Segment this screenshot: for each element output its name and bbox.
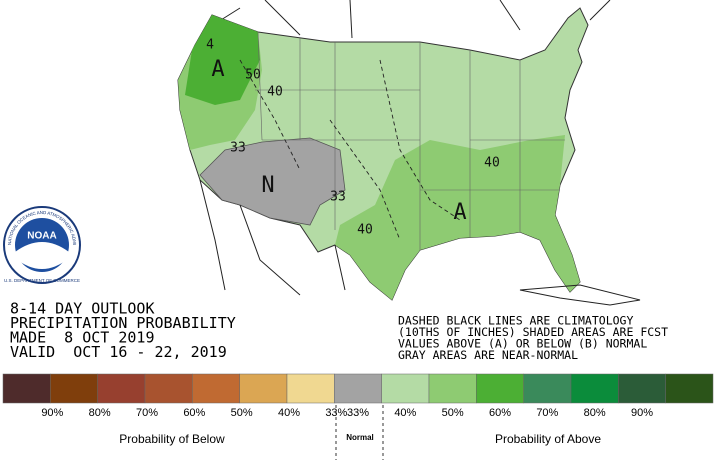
legend-normal: Normal <box>346 433 374 442</box>
legend-swatch <box>2 373 51 404</box>
map-label: 40 <box>484 156 500 171</box>
legend-label: 33% <box>347 407 369 419</box>
legend-swatch <box>523 373 572 404</box>
legend-label: 70% <box>536 407 558 419</box>
legend-swatch <box>286 373 335 404</box>
map-label: A <box>453 200 466 225</box>
near-normal <box>199 137 346 226</box>
legend-label: 70% <box>136 407 158 419</box>
legend-label: 40% <box>394 407 416 419</box>
title-line: PRECIPITATION PROBABILITY <box>10 314 236 332</box>
title-line: 8-14 DAY OUTLOOK <box>10 300 155 318</box>
map-labels: A 50 40 4 33 N 33 40 40 A <box>206 38 500 238</box>
mexico <box>199 179 346 296</box>
legend-label: 90% <box>631 407 653 419</box>
title-line: MADE 8 OCT 2019 <box>10 329 155 347</box>
title-line: VALID OCT 16 - 22, 2019 <box>10 343 227 361</box>
legend-swatch <box>239 373 288 404</box>
legend-label: 40% <box>278 407 300 419</box>
map-label: 40 <box>267 85 283 100</box>
map-label: 50 <box>245 68 261 83</box>
map-label: N <box>261 173 274 198</box>
notes-block: DASHED BLACK LINES ARE CLIMATOLOGY(10THS… <box>398 314 668 363</box>
logo-text: NOAA <box>27 231 56 242</box>
legend-swatch <box>665 373 714 404</box>
map-label: 33 <box>330 190 346 205</box>
legend-swatch <box>570 373 619 404</box>
climatology-lines <box>239 59 461 241</box>
legend-label: 50% <box>231 407 253 419</box>
legend-swatch <box>50 373 98 404</box>
canada-border <box>204 0 611 39</box>
legend-label: 60% <box>183 407 205 419</box>
note-line: VALUES ABOVE (A) OR BELOW (B) NORMAL <box>398 337 647 351</box>
nw-wetter <box>185 15 260 105</box>
map-label: 4 <box>206 38 214 53</box>
legend-label: 60% <box>489 407 511 419</box>
state-lines <box>255 31 565 250</box>
legend-swatch <box>618 373 666 404</box>
map-label: 40 <box>357 223 373 238</box>
legend-above: Probability of Above <box>495 432 601 446</box>
map-label: A <box>211 57 224 82</box>
note-line: (10THS OF INCHES) SHADED AREAS ARE FCST <box>398 325 668 339</box>
legend-swatch <box>428 373 477 404</box>
legend-swatch <box>476 373 524 404</box>
cuba <box>519 284 641 306</box>
noaa-logo: NOAA NATIONAL OCEANIC AND ATMOSPHERIC AD… <box>0 0 81 284</box>
legend-swatch <box>334 373 382 404</box>
se-wet <box>335 135 580 300</box>
map-label: 33 <box>230 141 246 156</box>
legend-label: 80% <box>89 407 111 419</box>
legend-below: Probability of Below <box>119 432 225 446</box>
legend-label: 50% <box>442 407 464 419</box>
legend-swatch <box>97 373 146 404</box>
legend-label: 80% <box>584 407 606 419</box>
logo-dept: U.S. DEPARTMENT OF COMMERCE <box>4 278 80 283</box>
map <box>177 0 641 306</box>
legend-swatch <box>192 373 240 404</box>
note-line: GRAY AREAS ARE NEAR-NORMAL <box>398 348 578 362</box>
legend-swatch <box>144 373 193 404</box>
note-line: DASHED BLACK LINES ARE CLIMATOLOGY <box>398 314 633 328</box>
legend-label: 90% <box>41 407 63 419</box>
legend: 90%80%70%60%50%40%33%33%40%50%60%70%80%9… <box>2 373 714 446</box>
legend-swatch <box>381 373 430 404</box>
